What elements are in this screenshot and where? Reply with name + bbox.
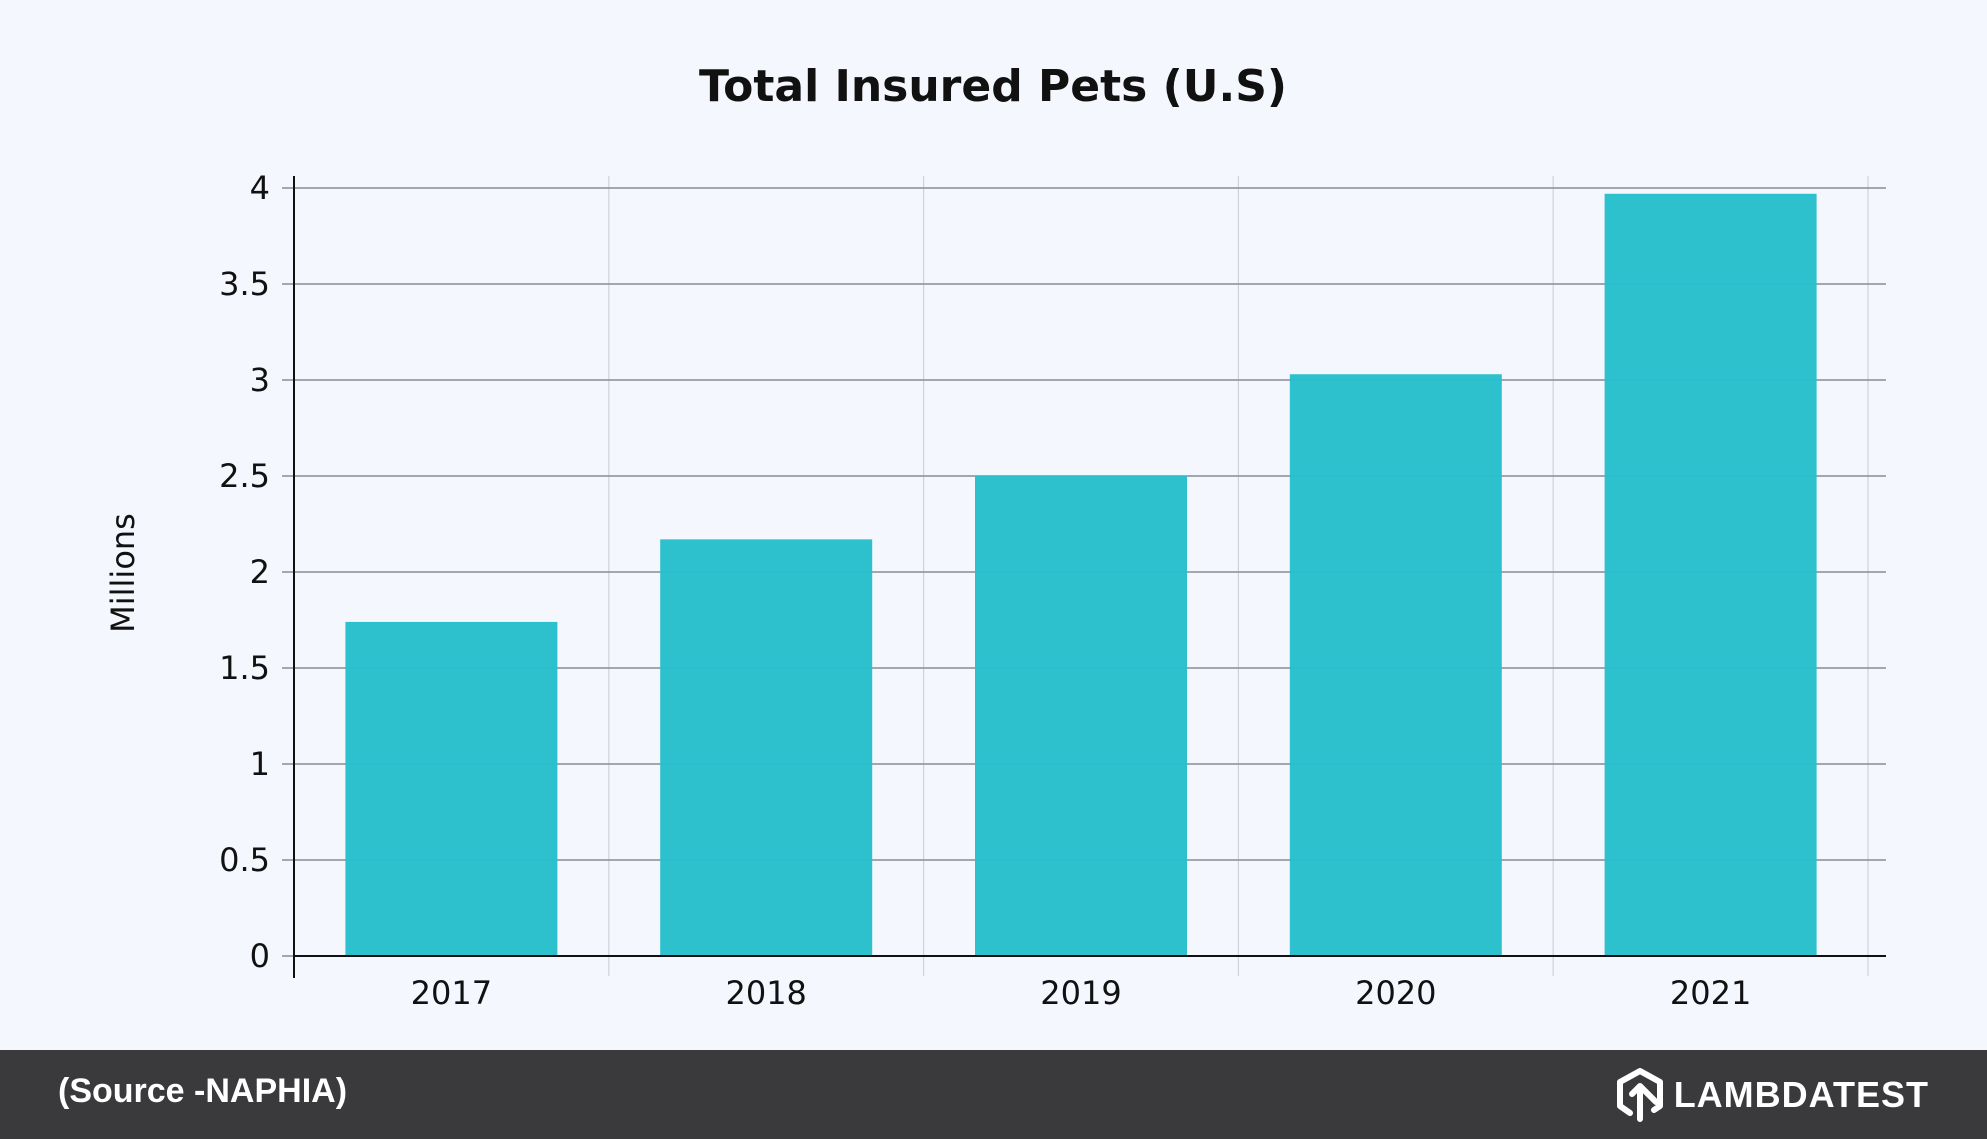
bar-2019 [975,476,1187,956]
x-tick-label: 2019 [1040,974,1121,1012]
bar-2021 [1604,193,1817,956]
x-tick-label: 2020 [1355,974,1436,1012]
footer-bar: (Source -NAPHIA) LAMBDATEST [0,1050,1987,1139]
bar-2017 [345,621,558,956]
bar-2018 [660,539,873,956]
y-tick-label: 3.5 [219,265,270,303]
y-tick-label: 4 [250,169,270,207]
x-tick-label: 2018 [725,974,806,1012]
y-tick-label: 1.5 [219,649,270,687]
bar-chart: Total Insured Pets (U.S) Millions 0 0.5 1 1… [104,61,1886,1012]
y-tick-label: 2.5 [219,457,270,495]
y-tick-label: 3 [250,361,270,399]
x-tick-label: 2017 [411,974,492,1012]
y-tick-label: 0.5 [219,841,270,879]
y-tick-label: 1 [250,745,270,783]
y-tick-label: 0 [250,937,270,975]
lambdatest-logo-icon [1616,1068,1663,1122]
bar-2020 [1289,374,1502,956]
lambdatest-logo: LAMBDATEST [1616,1068,1929,1122]
source-text: (Source -NAPHIA) [58,1072,348,1110]
x-tick-label: 2021 [1670,974,1751,1012]
logo-text: LAMBDATEST [1673,1074,1929,1115]
y-tick-label: 2 [250,553,270,591]
y-axis-label: Millions [104,513,142,633]
chart-title: Total Insured Pets (U.S) [699,61,1287,112]
